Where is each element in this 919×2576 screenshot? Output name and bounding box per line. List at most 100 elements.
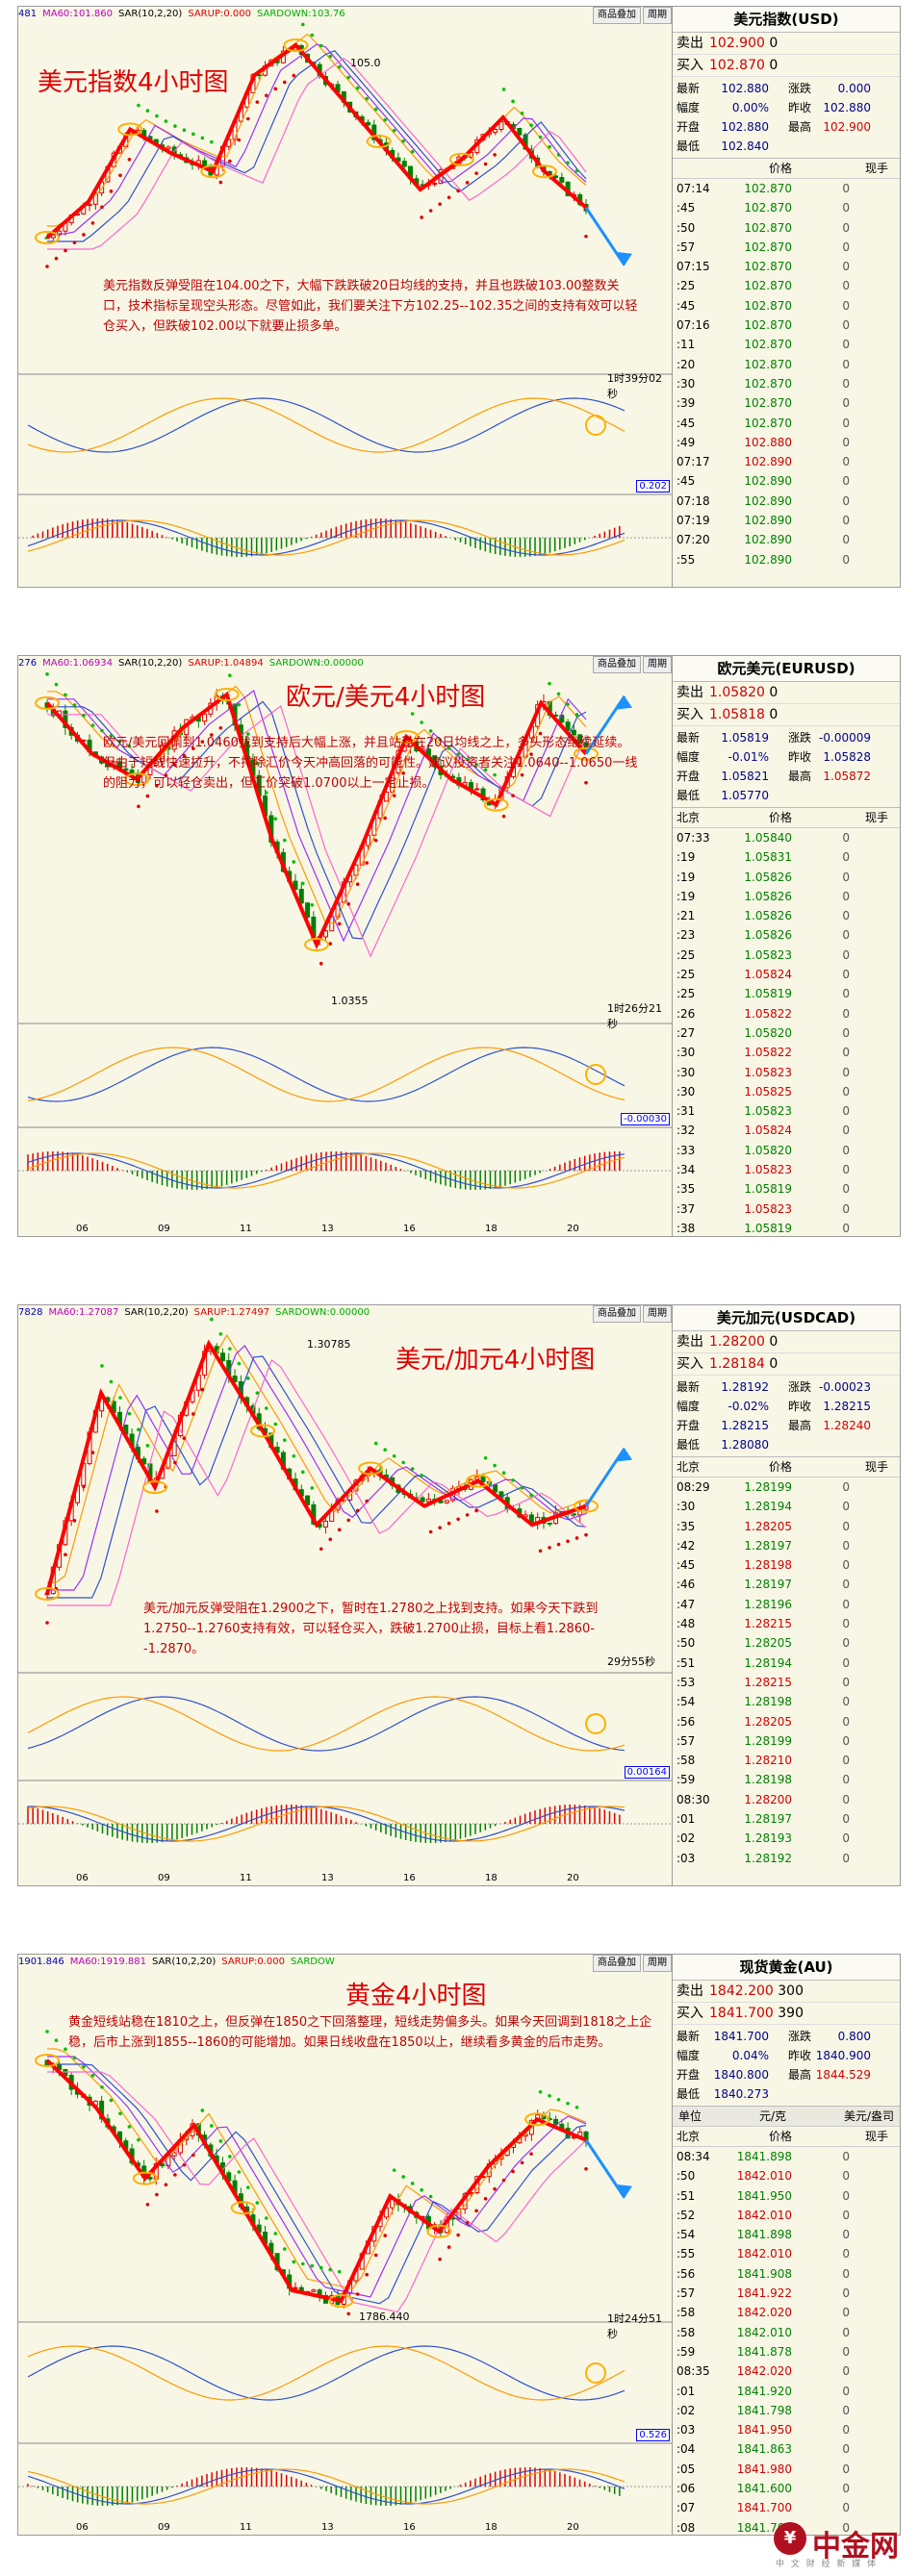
sar-dot (574, 713, 579, 717)
ticks-header-cell: 价格 (768, 2130, 792, 2143)
quote-panel: 欧元美元(EURUSD) 卖出 1.05820 0 买入 1.05818 0 最新 1.05… (673, 656, 900, 1236)
period-button[interactable]: 周期 (643, 1955, 672, 1972)
tick-row: :58 1842.020 0 (673, 2303, 900, 2322)
sar-dot (365, 1499, 370, 1503)
tick-price: 1.28199 (744, 1733, 792, 1748)
sar-dot (319, 961, 323, 966)
sar-dot (456, 1517, 460, 1522)
tick-row: :55 102.890 0 (673, 550, 900, 569)
tick-price: 1.05840 (744, 831, 792, 845)
sar-dot (255, 761, 260, 766)
pivot-marker (366, 135, 392, 148)
period-button[interactable]: 周期 (643, 7, 672, 24)
sar-dot (237, 2170, 242, 2174)
pivot-marker (524, 2112, 550, 2127)
pivot-marker (328, 2294, 354, 2308)
unit-row[interactable]: 单位 元/克 美元/盎司 (673, 2107, 900, 2127)
overlay-button[interactable]: 商品叠加 (593, 7, 641, 24)
sar-dot (346, 2311, 351, 2316)
tick-price: 1.28198 (744, 1558, 792, 1573)
stat-cell: 1840.900 (815, 2049, 871, 2062)
oscillator-line (27, 397, 625, 453)
stat-cell (769, 2084, 811, 2104)
chart-toolbar: 商品叠加 周期 (591, 1305, 672, 1323)
tick-list[interactable]: 07:14 102.870 0:45 102.870 0:50 102.870 0:57 10… (673, 179, 900, 569)
logo-subtitle: 中 文 财 经 新 媒 体 (776, 2560, 879, 2569)
stat-cell: 幅度 (676, 1400, 701, 1413)
chart-area[interactable]: 1901.846 MA60:1919.881 SAR(10,2,20) SARUP:0… (18, 1955, 673, 2535)
x-tick-label: 16 (403, 1873, 416, 1883)
sar-dot (100, 205, 104, 210)
sar-dot (137, 2137, 140, 2142)
tick-row: :27 1.05820 0 (673, 1023, 900, 1043)
tick-time: :25 (676, 968, 696, 982)
sar-dot (45, 2030, 49, 2033)
x-tick-label: 20 (567, 1224, 579, 1234)
period-button[interactable]: 周期 (643, 1305, 672, 1323)
stat-cell: 1.28080 (721, 1438, 769, 1452)
unit-option[interactable]: 元/克 (758, 2109, 786, 2123)
tick-volume: 0 (842, 1500, 850, 1514)
price-extreme-label: 1786.440 (359, 2311, 410, 2323)
sar-dot (164, 2183, 168, 2187)
ticks-header-cell (676, 159, 725, 178)
tick-price: 1.05819 (744, 1182, 792, 1197)
ticks-header: 北京 价格 现手 (673, 808, 900, 828)
pivot-marker (124, 772, 150, 787)
tick-price: 1.05820 (744, 1143, 792, 1157)
candle (353, 864, 359, 876)
unit-option[interactable]: 美元/盎司 (843, 2109, 894, 2123)
sar-dot (237, 1361, 242, 1366)
tick-list[interactable]: 07:33 1.05840 0:19 1.05831 0:19 1.05826 0:19 1.… (673, 828, 900, 1236)
buy-volume: 390 (778, 2006, 804, 2021)
overlay-button[interactable]: 商品叠加 (593, 656, 641, 673)
x-tick-label: 16 (403, 1224, 416, 1234)
overlay-button[interactable]: 商品叠加 (593, 1305, 641, 1323)
stat-cell: 1840.273 (713, 2087, 769, 2101)
stat-cell: 1.05872 (823, 770, 871, 783)
tick-time: :57 (676, 2286, 696, 2301)
tick-time: :30 (676, 1084, 696, 1099)
ticks-header: 北京 价格 现手 (673, 1457, 900, 1477)
tick-volume: 0 (842, 1143, 850, 1157)
tick-volume: 0 (842, 831, 850, 845)
tick-price: 102.870 (744, 182, 792, 195)
tick-price: 1.05823 (744, 1201, 792, 1216)
tick-volume: 0 (842, 1636, 850, 1651)
candle (57, 230, 63, 236)
pivot-marker (304, 938, 329, 951)
stat-cell: 102.840 (721, 139, 769, 153)
sar-dot (273, 87, 278, 91)
sar-dot (137, 1427, 140, 1432)
sar-dot (90, 723, 95, 727)
tick-price: 1.05819 (744, 1221, 792, 1235)
tick-time: 07:20 (676, 533, 710, 547)
tick-row: :25 102.870 0 (673, 276, 900, 295)
chart-area[interactable]: 481 MA60:101.860 SAR(10,2,20) SARUP:0.000 SA… (18, 7, 673, 587)
sar-dot (45, 672, 49, 676)
tick-list[interactable]: 08:34 1841.898 0:50 1842.010 0:51 1841.950 0:5… (673, 2147, 900, 2535)
chart-area[interactable]: 276 MA60:1.06934 SAR(10,2,20) SARUP:1.04894… (18, 656, 673, 1236)
sell-volume: 0 (769, 685, 779, 700)
sar-dot (72, 1519, 77, 1523)
sar-dot (383, 2234, 387, 2237)
stat-cell: 幅度 (676, 750, 701, 764)
sar-dot (365, 2272, 370, 2277)
unit-option[interactable]: 单位 (678, 2109, 702, 2123)
sar-dot (465, 757, 470, 762)
tick-volume: 0 (842, 1714, 850, 1729)
candle (547, 1523, 552, 1526)
candle (305, 902, 311, 918)
overlay-button[interactable]: 商品叠加 (593, 1955, 641, 1972)
tick-price: 1841.950 (736, 2423, 792, 2437)
buy-volume: 0 (769, 1356, 779, 1372)
period-button[interactable]: 周期 (643, 656, 672, 673)
buy-label: 买入 (676, 58, 703, 73)
tick-price: 102.890 (744, 552, 792, 567)
tick-list[interactable]: 08:29 1.28199 0:30 1.28194 0:35 1.28205 0:42 1.… (673, 1477, 900, 1868)
tick-time: :50 (676, 1636, 696, 1651)
chart-area[interactable]: 7828 MA60:1.27087 SAR(10,2,20) SARUP:1.2749… (18, 1305, 673, 1885)
instrument-title: 欧元美元(EURUSD) (673, 656, 900, 682)
tick-volume: 0 (842, 850, 850, 865)
tick-row: :50 1.28205 0 (673, 1633, 900, 1653)
